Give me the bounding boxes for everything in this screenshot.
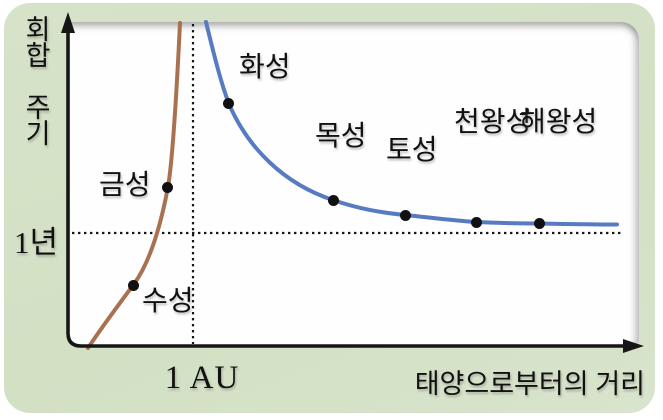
planet-label: 수성 — [142, 286, 194, 317]
planet-label: 목성 — [315, 121, 367, 152]
axes-lines — [66, 20, 629, 348]
planet-label: 토성 — [386, 135, 438, 166]
planet-dot — [161, 181, 173, 193]
planet-label: 천왕성 — [454, 108, 531, 137]
planet-dot — [533, 217, 545, 229]
one-year-tick-label: 1년 — [13, 225, 59, 260]
planet-label: 화성 — [239, 52, 291, 83]
inferior-planets-curve — [86, 21, 182, 350]
planet-label: 금성 — [99, 170, 151, 201]
x-axis-title: 태양으로부터의 거리 — [414, 369, 645, 399]
planet-dot — [127, 279, 139, 291]
y-axis-title: 회 합 주 기 — [25, 15, 51, 149]
planet-label: 해왕성 — [520, 108, 597, 137]
planet-dot — [399, 209, 411, 221]
one-au-tick-label: 1 AU — [164, 360, 240, 396]
planet-dot — [222, 97, 234, 109]
planet-dot — [327, 194, 339, 206]
y-axis-arrow-icon — [61, 12, 75, 33]
x-axis-arrow-icon — [623, 339, 644, 353]
planet-dot — [470, 216, 482, 228]
